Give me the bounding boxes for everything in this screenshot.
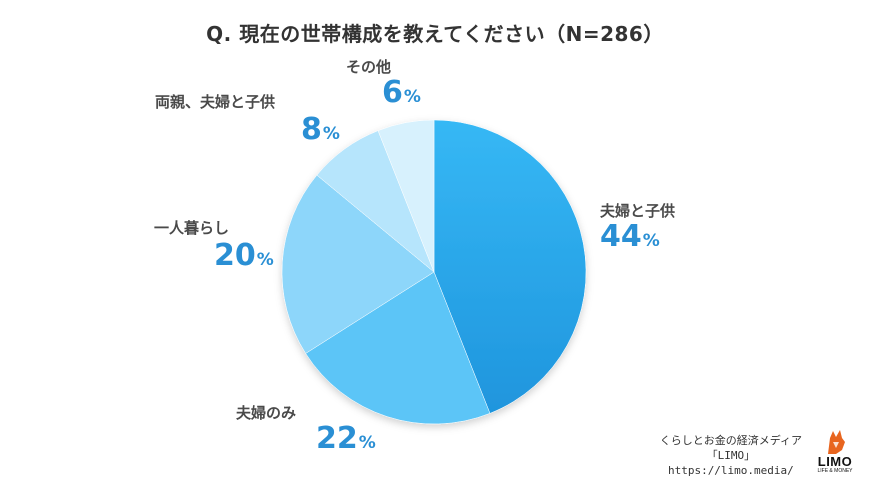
slice-value: 44% [600, 219, 660, 254]
slice-name: 両親、夫婦と子供 [155, 93, 276, 111]
limo-fox-icon [828, 430, 845, 454]
slice-name: 夫婦のみ [236, 404, 297, 422]
slice-label-couple-children: 夫婦と子供 44% [600, 200, 675, 253]
limo-logo: LIMO LIFE & MONEY [812, 428, 858, 474]
slice-label-single: 一人暮らし 20% [154, 217, 274, 272]
slice-value: 8% [301, 112, 340, 147]
slice-name: 夫婦と子供 [600, 202, 676, 220]
logo-tagline: LIFE & MONEY [817, 468, 853, 474]
slice-other [377, 119, 435, 273]
slice-name: 一人暮らし [154, 219, 230, 237]
chart-title: Q. 現在の世帯構成を教えてください（N=286） [206, 22, 664, 46]
slice-couple-only [305, 271, 491, 425]
slice-value: 6% [382, 75, 421, 110]
slice-label-couple-only: 夫婦のみ 22% [236, 402, 376, 455]
slice-value: 22% [316, 421, 376, 456]
footer-url: https://limo.media/ [667, 464, 794, 477]
slice-couple-children [433, 119, 587, 414]
slice-label-other: その他 6% [346, 56, 421, 109]
slice-name: その他 [346, 58, 392, 76]
footer-line: 「LIMO」 [706, 449, 756, 462]
footer-line: くらしとお金の経済メディア [659, 434, 802, 447]
footer-credit: くらしとお金の経済メディア 「LIMO」 https://limo.media/ [660, 433, 802, 478]
slice-label-parents-couple-children: 両親、夫婦と子供 8% [155, 91, 340, 146]
logo-wordmark: LIMO [817, 454, 853, 469]
slice-single [281, 174, 435, 354]
slice-value: 20% [214, 238, 274, 273]
